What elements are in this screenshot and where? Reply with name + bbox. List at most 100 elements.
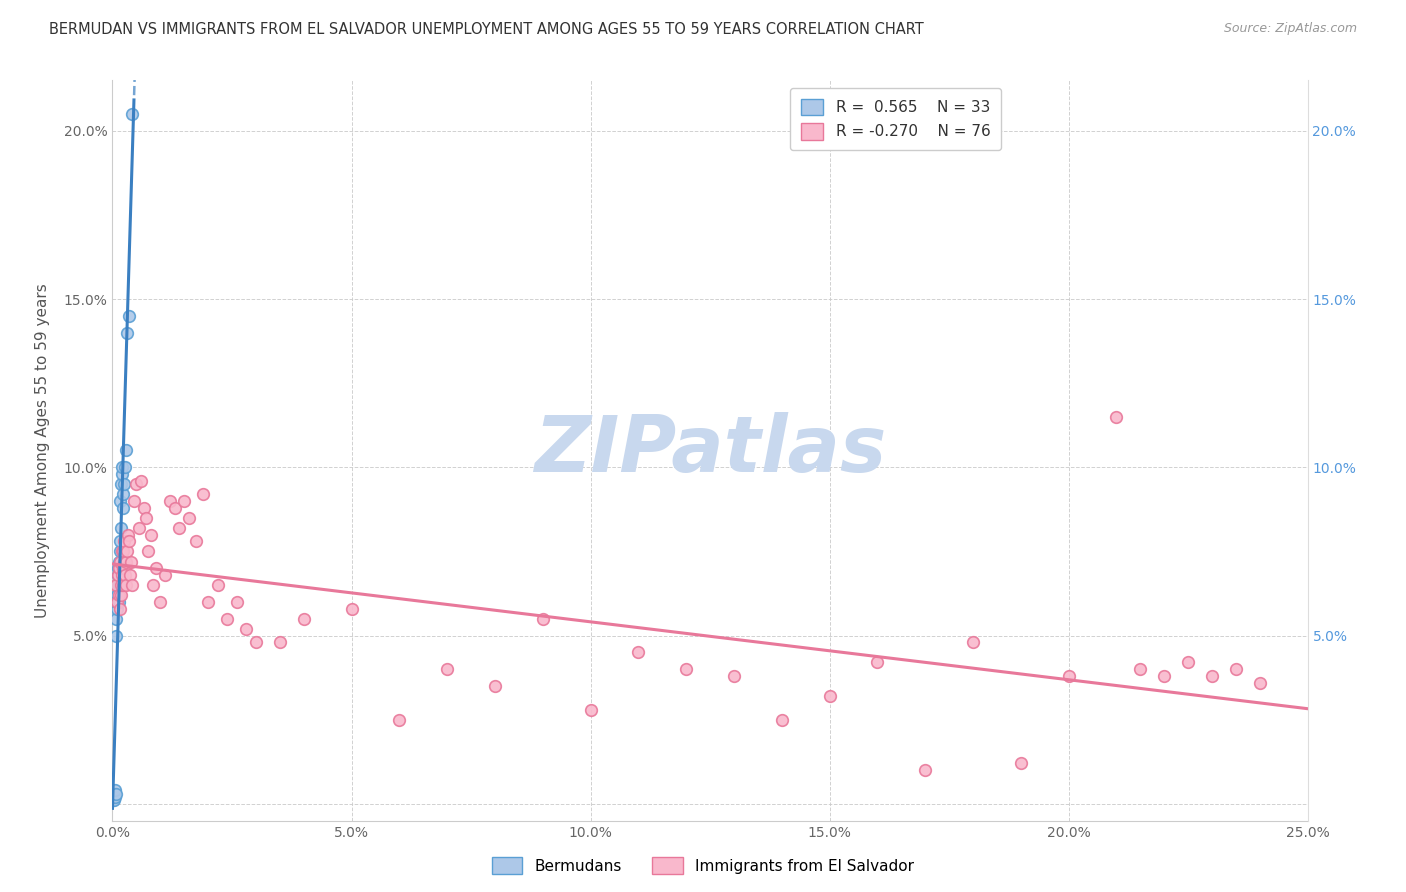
Point [675,662,697,676]
Point [1010,756,1032,771]
Text: ZIPatlas: ZIPatlas [534,412,886,489]
Point [139,527,162,541]
Point [177,510,200,524]
Point [114,568,136,582]
Point [149,595,172,609]
Point [117,527,139,541]
Point [153,568,176,582]
Point [110,578,132,592]
Point [132,500,155,515]
Point [108,554,131,569]
Point [145,561,167,575]
Point [245,635,267,649]
Point [111,578,134,592]
Point [142,578,165,592]
Point [1153,669,1175,683]
Point [818,689,841,703]
Point [105,595,128,609]
Point [110,521,132,535]
Point [723,669,745,683]
Point [388,713,411,727]
Point [114,460,136,475]
Point [169,521,191,535]
Point [163,500,186,515]
Point [292,612,315,626]
Point [107,568,129,582]
Point [118,309,141,323]
Point [110,477,132,491]
Point [1129,662,1152,676]
Point [1105,409,1128,424]
Point [914,763,936,777]
Point [112,554,135,569]
Point [207,578,229,592]
Text: BERMUDAN VS IMMIGRANTS FROM EL SALVADOR UNEMPLOYMENT AMONG AGES 55 TO 59 YEARS C: BERMUDAN VS IMMIGRANTS FROM EL SALVADOR … [49,22,924,37]
Point [115,326,138,340]
Point [118,568,141,582]
Point [186,534,208,549]
Point [193,487,215,501]
Point [135,510,157,524]
Point [531,612,554,626]
Point [111,561,134,575]
Point [122,494,145,508]
Point [108,561,131,575]
Point [118,534,141,549]
Point [484,679,506,693]
Point [104,783,127,797]
Point [104,790,127,805]
Point [125,477,148,491]
Point [627,645,650,659]
Point [107,588,129,602]
Point [110,588,132,602]
Point [107,554,129,569]
Point [138,544,160,558]
Point [235,622,257,636]
Legend: R =  0.565    N = 33, R = -0.270    N = 76: R = 0.565 N = 33, R = -0.270 N = 76 [790,88,1001,150]
Point [128,521,150,535]
Point [269,635,291,649]
Point [107,578,129,592]
Point [115,554,138,569]
Point [121,578,143,592]
Point [115,544,138,558]
Point [105,628,128,642]
Point [111,544,134,558]
Point [108,534,131,549]
Point [579,703,602,717]
Point [103,793,125,807]
Point [159,494,181,508]
Point [436,662,458,676]
Point [112,477,135,491]
Point [110,467,132,481]
Point [1177,656,1199,670]
Point [866,656,889,670]
Point [105,595,128,609]
Point [197,595,219,609]
Point [120,554,142,569]
Point [115,443,138,458]
Point [962,635,984,649]
Point [107,561,129,575]
Point [1057,669,1080,683]
Point [114,534,135,549]
Point [115,578,138,592]
Point [111,460,134,475]
Point [108,494,131,508]
Point [105,601,128,615]
Point [103,793,125,807]
Point [112,544,135,558]
Point [104,787,127,801]
Point [105,612,128,626]
Legend: Bermudans, Immigrants from El Salvador: Bermudans, Immigrants from El Salvador [485,851,921,880]
Point [105,588,128,602]
Point [104,787,127,801]
Point [110,568,132,582]
Point [111,500,134,515]
Point [107,578,129,592]
Point [108,544,131,558]
Point [107,568,129,582]
Point [108,595,131,609]
Point [770,713,793,727]
Point [225,595,247,609]
